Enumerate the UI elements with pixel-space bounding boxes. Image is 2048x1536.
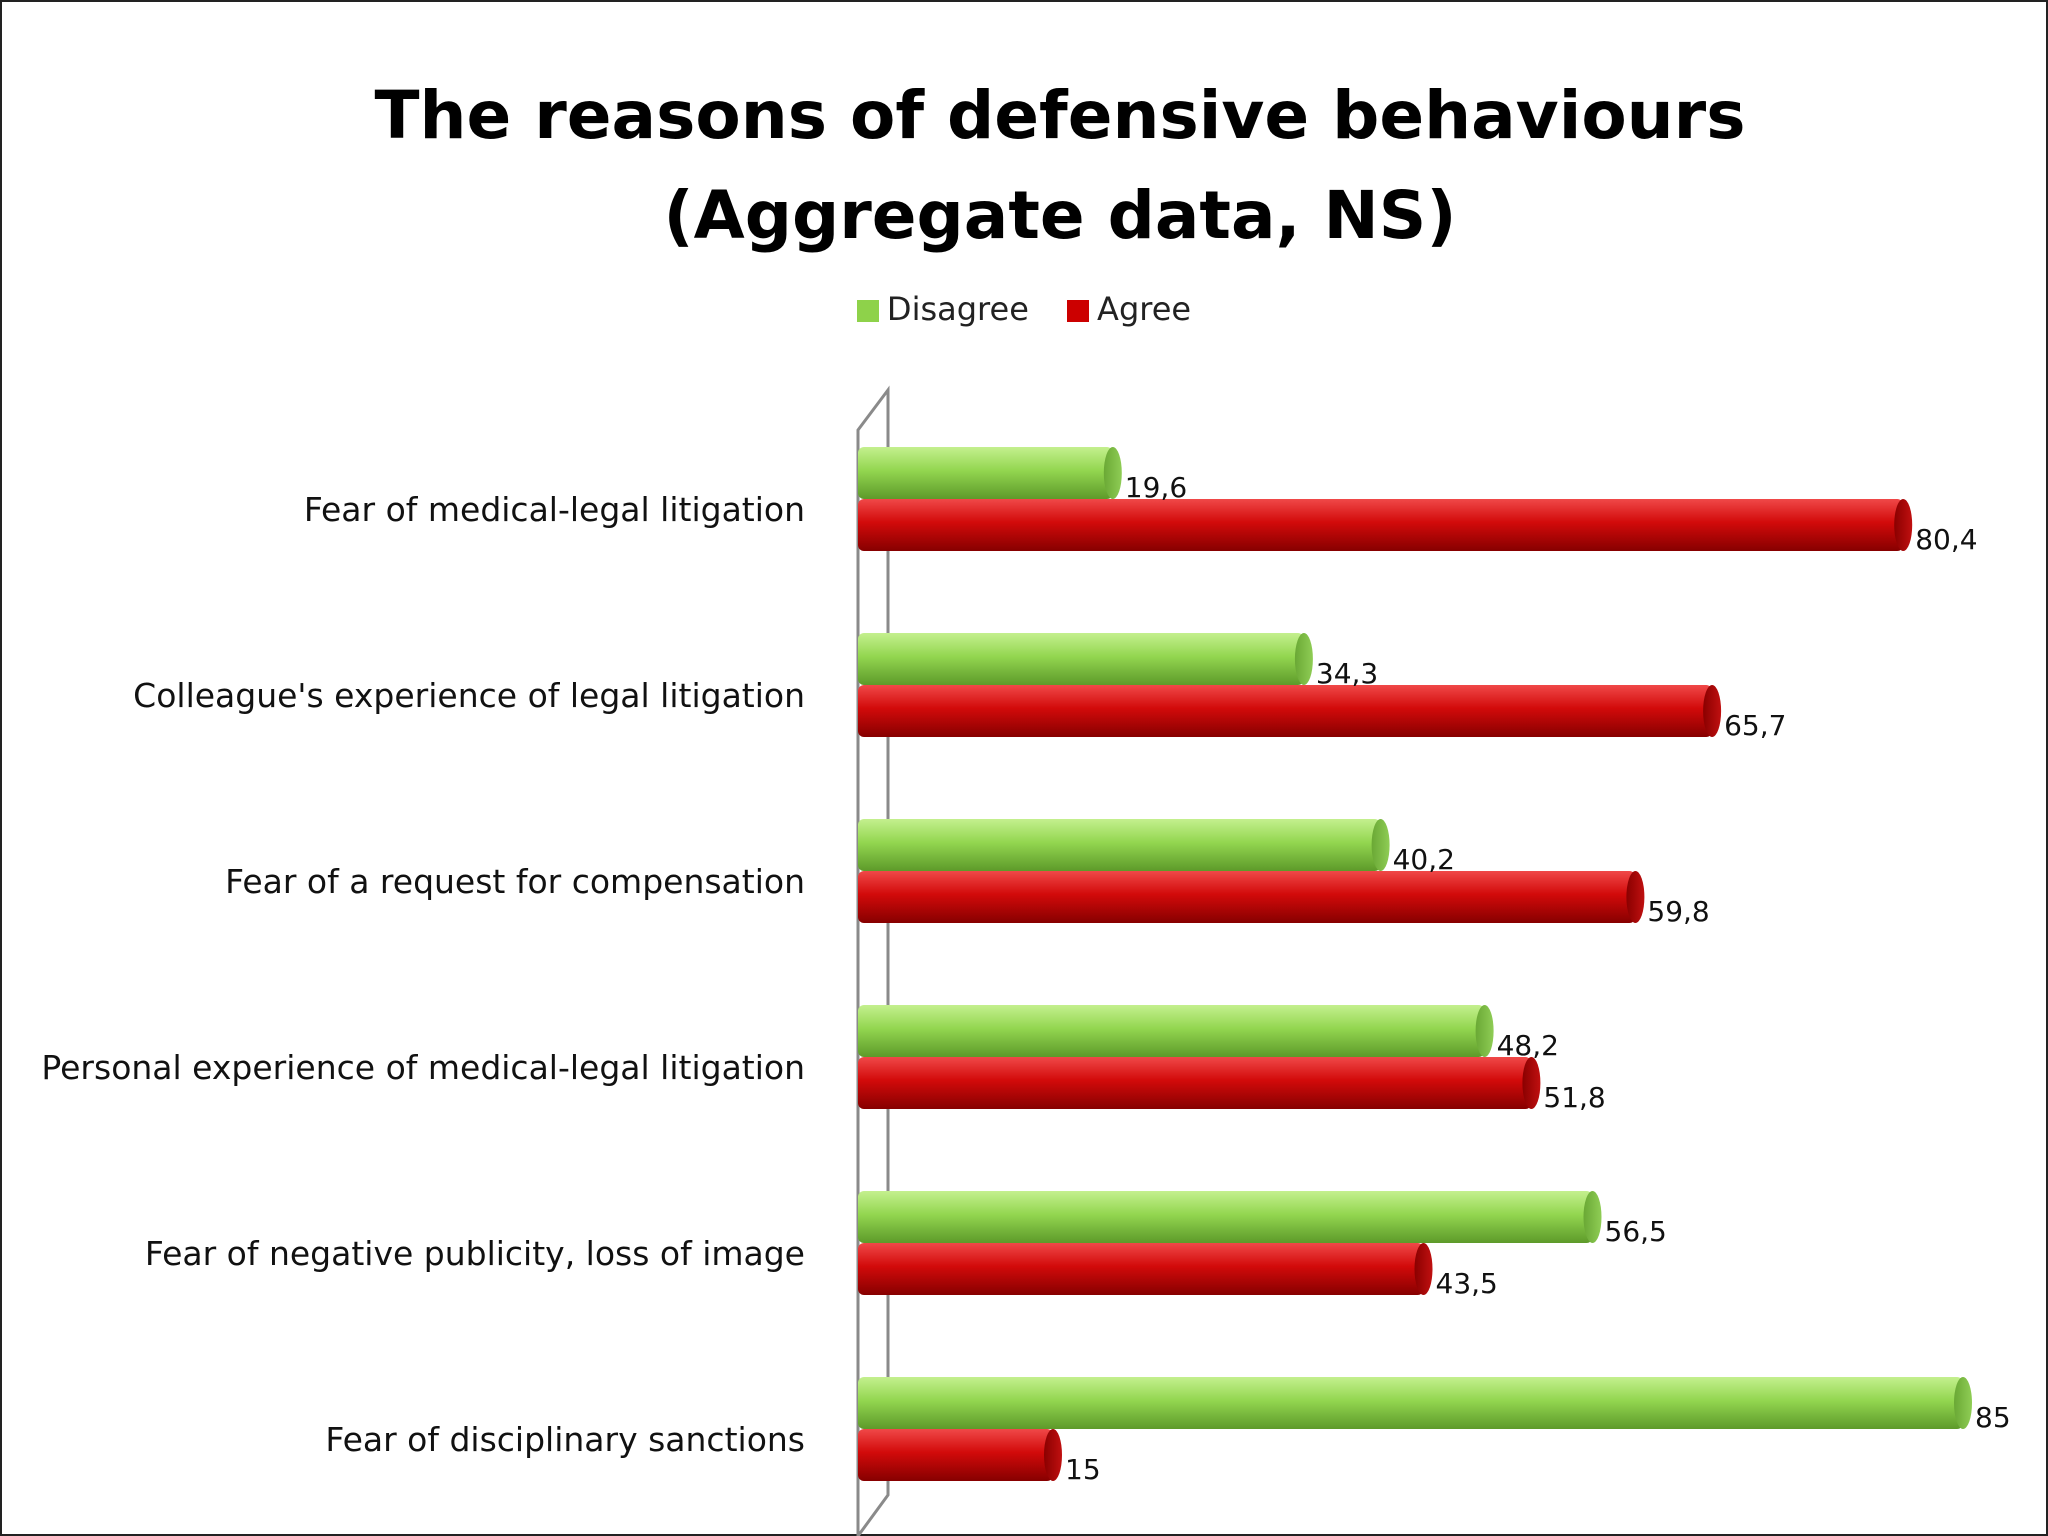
bar-cap <box>1103 447 1122 499</box>
bar-body <box>858 819 1381 871</box>
bar-body <box>858 1377 1963 1429</box>
bar-body <box>858 685 1713 737</box>
bar-body <box>858 447 1113 499</box>
bar-cap <box>1522 1057 1541 1109</box>
bar-agree <box>858 1243 1433 1295</box>
legend-item-disagree: Disagree <box>856 290 1029 328</box>
legend-swatch-disagree <box>856 300 879 322</box>
data-label: 34,3 <box>1316 657 1378 690</box>
bar-cap <box>1371 819 1390 871</box>
bar-cap <box>1294 633 1313 685</box>
data-label: 19,6 <box>1125 471 1187 504</box>
bar-cap <box>1626 871 1645 923</box>
bar-cap <box>1703 685 1722 737</box>
bar-body <box>858 1005 1485 1057</box>
category-label: Fear of a request for compensation <box>225 862 805 901</box>
data-label: 48,2 <box>1497 1029 1559 1062</box>
bar-cap <box>1583 1191 1602 1243</box>
category-label: Fear of medical-legal litigation <box>304 490 805 529</box>
data-label: 40,2 <box>1393 843 1455 876</box>
bar-body <box>858 871 1636 923</box>
data-label: 85 <box>1975 1401 2011 1434</box>
bar-cap <box>1954 1377 1972 1429</box>
bar-agree <box>858 1429 1062 1481</box>
data-label: 65,7 <box>1724 709 1786 742</box>
bar-body <box>858 1057 1532 1109</box>
category-label: Colleague's experience of legal litigati… <box>133 676 805 715</box>
data-label: 59,8 <box>1647 895 1709 928</box>
bar-disagree <box>858 1191 1602 1243</box>
bar-agree <box>858 1057 1541 1109</box>
bar-disagree <box>858 1005 1494 1057</box>
legend-label-disagree: Disagree <box>886 290 1029 328</box>
axis-wall <box>856 385 890 1536</box>
bar-agree <box>858 499 1913 551</box>
data-label: 56,5 <box>1605 1215 1667 1248</box>
bar-cap <box>1475 1005 1494 1057</box>
data-label: 43,5 <box>1436 1267 1498 1300</box>
legend-swatch-agree <box>1067 300 1090 322</box>
bar-cap <box>1894 499 1913 551</box>
legend: Disagree Agree <box>0 290 2048 328</box>
bar-body <box>858 1243 1424 1295</box>
bar-body <box>858 1191 1593 1243</box>
bar-body <box>858 499 1904 551</box>
data-label: 80,4 <box>1915 523 1977 556</box>
category-label: Fear of disciplinary sanctions <box>325 1420 805 1459</box>
bar-agree <box>858 685 1722 737</box>
bar-disagree <box>858 633 1313 685</box>
legend-label-agree: Agree <box>1097 290 1192 328</box>
bar-disagree <box>858 819 1390 871</box>
chart-title: The reasons of defensive behaviours (Agg… <box>374 77 1746 254</box>
bar-disagree <box>858 447 1122 499</box>
bar-body <box>858 1429 1053 1481</box>
bar-cap <box>1044 1429 1062 1481</box>
data-label: 51,8 <box>1543 1081 1605 1114</box>
legend-item-agree: Agree <box>1067 290 1191 328</box>
bar-cap <box>1414 1243 1433 1295</box>
category-label: Personal experience of medical-legal lit… <box>41 1048 805 1087</box>
bar-disagree <box>858 1377 1972 1429</box>
bar-body <box>858 633 1304 685</box>
bar-agree <box>858 871 1645 923</box>
category-label: Fear of negative publicity, loss of imag… <box>145 1234 805 1273</box>
data-label: 15 <box>1065 1453 1101 1486</box>
